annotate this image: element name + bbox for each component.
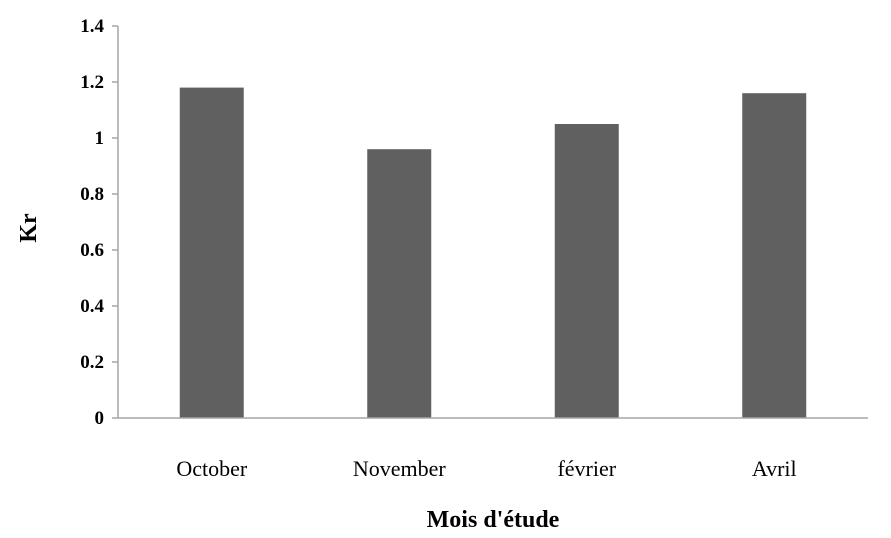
y-axis-title: Kr (16, 213, 42, 243)
x-category-label: février (557, 456, 616, 481)
x-axis-title: Mois d'étude (427, 507, 560, 533)
bar-3 (742, 93, 807, 418)
y-tick-label: 0.2 (80, 352, 104, 373)
y-tick-label: 0.6 (80, 240, 104, 261)
x-axis-labels: October November février Avril (176, 456, 796, 481)
y-tick-label: 0 (95, 408, 105, 429)
y-tick-label: 1 (95, 128, 105, 149)
y-axis-ticks: 0 0.2 0.4 0.6 0.8 1 1.2 1.4 (80, 16, 118, 429)
bar-2 (554, 124, 619, 418)
x-category-label: October (176, 456, 248, 481)
y-tick-label: 0.4 (80, 296, 104, 317)
x-category-label: November (353, 456, 447, 481)
x-category-label: Avril (752, 456, 797, 481)
bar-0 (179, 87, 244, 418)
y-tick-label: 0.8 (80, 184, 104, 205)
y-tick-label: 1.2 (80, 72, 104, 93)
bar-1 (367, 149, 432, 418)
y-tick-label: 1.4 (80, 16, 104, 37)
bars (179, 87, 807, 418)
